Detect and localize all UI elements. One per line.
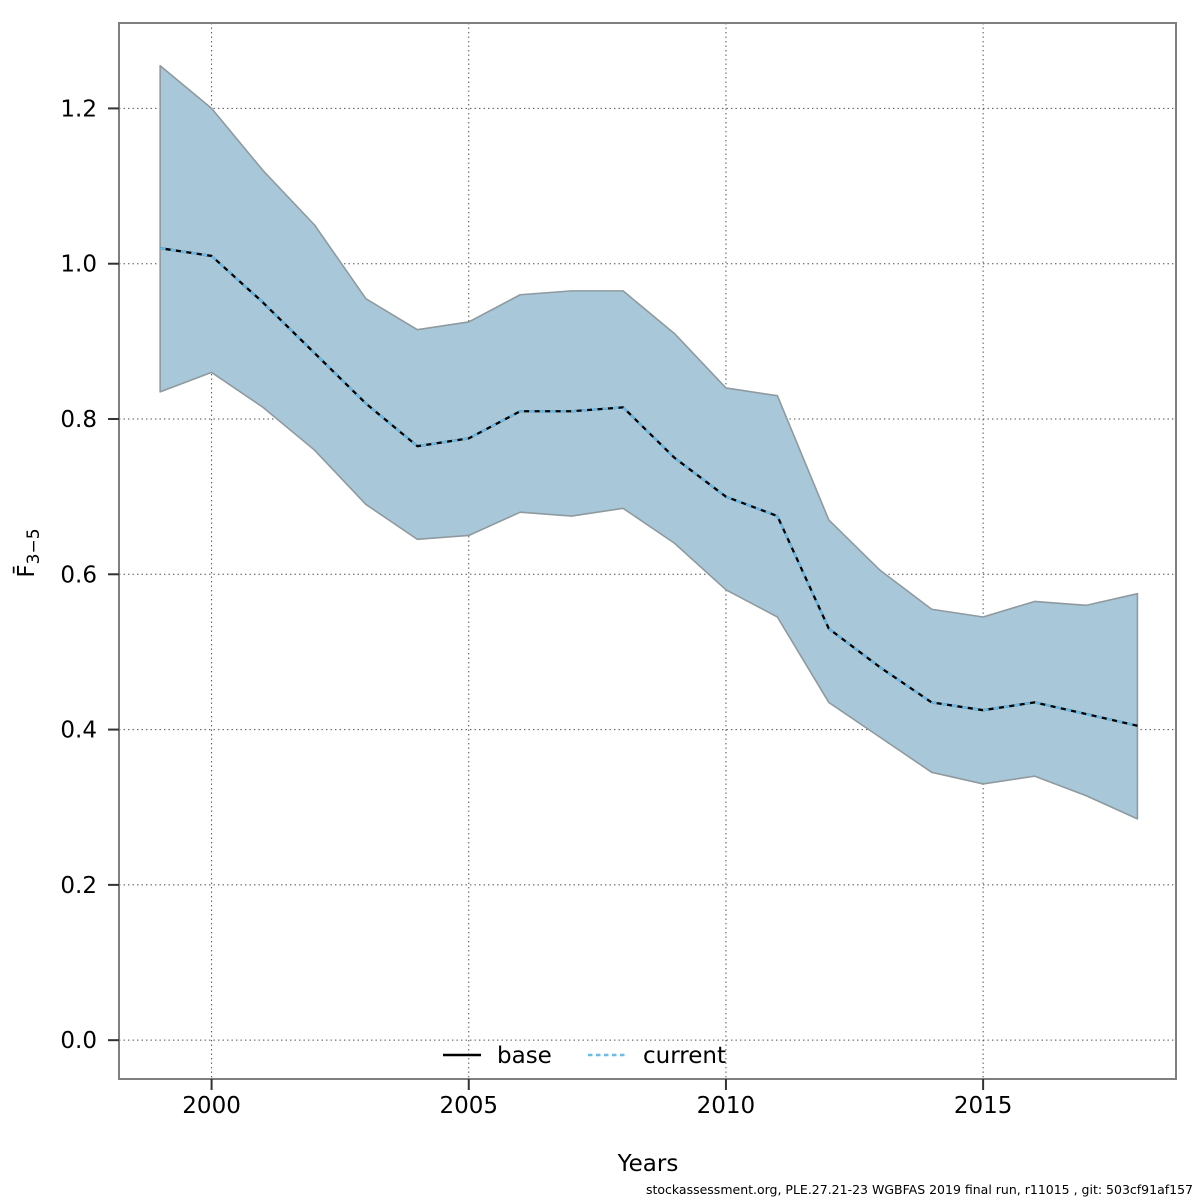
x-tick-label: 2005 bbox=[439, 1093, 498, 1119]
plot-frame bbox=[118, 22, 1177, 1080]
y-tick-label: 0.2 bbox=[60, 873, 97, 899]
legend-base-label: base bbox=[497, 1043, 552, 1069]
gridlines bbox=[119, 23, 1176, 1079]
y-tick-label: 0.4 bbox=[60, 718, 97, 744]
x-tick-label: 2000 bbox=[182, 1093, 241, 1119]
y-axis-title-subscript: 3−5 bbox=[24, 528, 44, 564]
legend-current-label: current bbox=[643, 1043, 726, 1069]
series-lines-group bbox=[159, 247, 1138, 727]
legend: base current bbox=[443, 1043, 726, 1069]
attribution-text: stockassessment.org, PLE.27.21-23 WGBFAS… bbox=[646, 1182, 1193, 1197]
y-axis-title: F̄3−5 bbox=[12, 528, 44, 577]
y-tick-label: 1.2 bbox=[60, 96, 97, 122]
y-tick-label: 0.8 bbox=[60, 407, 97, 433]
axis-ticks bbox=[108, 107, 985, 1090]
x-tick-label: 2015 bbox=[954, 1093, 1013, 1119]
current-line bbox=[159, 247, 1138, 727]
confidence-band bbox=[159, 64, 1139, 820]
y-tick-label: 1.0 bbox=[60, 252, 97, 278]
x-tick-label: 2010 bbox=[697, 1093, 756, 1119]
y-tick-label: 0.0 bbox=[60, 1028, 97, 1054]
confidence-band-group bbox=[159, 64, 1139, 820]
y-axis-title-main: F̄ bbox=[12, 564, 40, 577]
tick-labels: 2000 2005 2010 2015 0.0 0.2 0.4 0.6 0.8 1.0 1.2 bbox=[60, 96, 1012, 1119]
x-axis-title: Years bbox=[617, 1151, 679, 1177]
y-tick-label: 0.6 bbox=[60, 562, 97, 588]
